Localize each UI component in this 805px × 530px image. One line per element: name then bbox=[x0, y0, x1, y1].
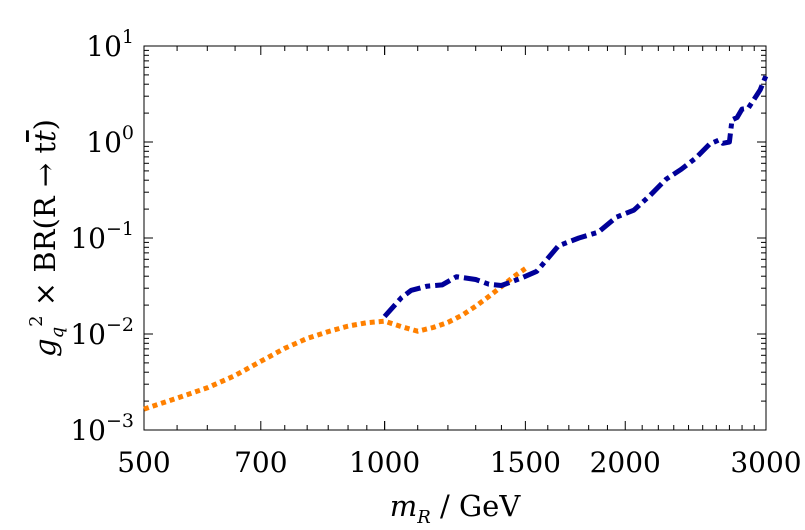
x-tick-label: 3000 bbox=[730, 446, 801, 479]
y-tick-label: 10−3 bbox=[70, 410, 134, 447]
x-tick-label: 2000 bbox=[590, 446, 661, 479]
series-layer bbox=[143, 74, 769, 412]
y-axis-label: gq2 × BR(R → tt) bbox=[26, 119, 68, 357]
series-line-2 bbox=[382, 74, 769, 319]
x-tick-label: 1500 bbox=[490, 446, 561, 479]
y-tick-label: 10−1 bbox=[70, 218, 134, 255]
y-tick-label: 10−2 bbox=[70, 314, 134, 351]
series-line-1 bbox=[143, 266, 527, 412]
y-tick-labels: 10−3 10−2 10−1 100 101 bbox=[70, 26, 134, 447]
x-tick-labels: 500 700 1000 1500 2000 3000 bbox=[117, 446, 801, 479]
y-tick-label: 100 bbox=[86, 122, 134, 159]
x-tick-label: 1000 bbox=[349, 446, 420, 479]
x-tick-label: 500 bbox=[117, 446, 170, 479]
x-tick-label: 700 bbox=[234, 446, 287, 479]
ticks bbox=[143, 45, 767, 431]
x-axis-label: mR / GeV bbox=[390, 489, 522, 528]
y-tick-label: 101 bbox=[86, 26, 134, 63]
